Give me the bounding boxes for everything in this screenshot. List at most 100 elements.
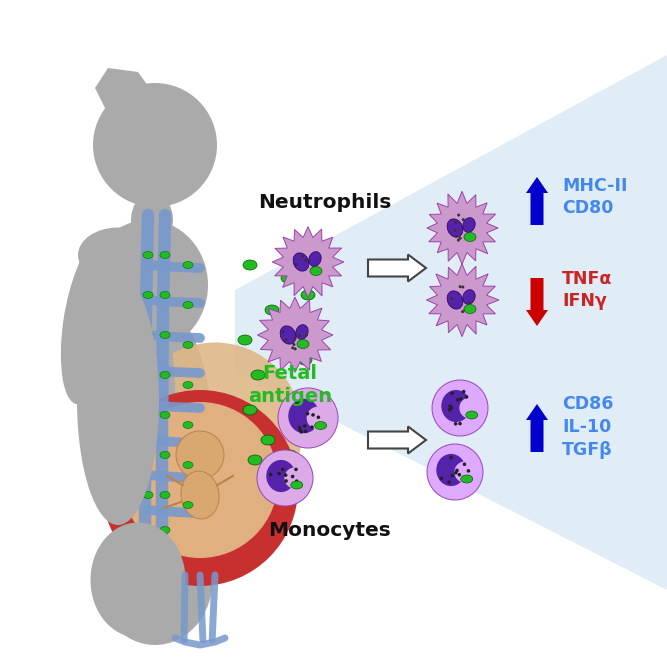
- Circle shape: [448, 408, 452, 412]
- Ellipse shape: [251, 370, 265, 380]
- Circle shape: [312, 266, 315, 269]
- Circle shape: [298, 428, 302, 432]
- Circle shape: [427, 444, 483, 500]
- Circle shape: [450, 406, 454, 410]
- Ellipse shape: [281, 273, 295, 283]
- Circle shape: [450, 392, 454, 395]
- Circle shape: [278, 388, 338, 448]
- Ellipse shape: [181, 471, 219, 519]
- Polygon shape: [95, 68, 162, 118]
- Ellipse shape: [160, 412, 170, 418]
- Ellipse shape: [143, 291, 153, 299]
- Circle shape: [311, 413, 315, 417]
- Ellipse shape: [464, 233, 476, 241]
- Ellipse shape: [310, 267, 322, 275]
- Circle shape: [454, 221, 457, 223]
- Ellipse shape: [183, 462, 193, 468]
- FancyArrow shape: [526, 278, 548, 326]
- Ellipse shape: [160, 526, 170, 534]
- Ellipse shape: [309, 251, 321, 266]
- Ellipse shape: [303, 420, 317, 430]
- Text: MHC-II
CD80: MHC-II CD80: [562, 177, 628, 217]
- Ellipse shape: [91, 522, 185, 638]
- Ellipse shape: [293, 253, 309, 271]
- Ellipse shape: [183, 422, 193, 428]
- Polygon shape: [427, 191, 498, 264]
- Circle shape: [463, 462, 466, 466]
- Circle shape: [303, 424, 306, 428]
- Ellipse shape: [160, 291, 170, 299]
- Circle shape: [461, 310, 464, 313]
- Circle shape: [299, 430, 303, 434]
- Circle shape: [317, 416, 320, 419]
- Ellipse shape: [143, 331, 153, 338]
- Text: Monocytes: Monocytes: [269, 520, 392, 540]
- Circle shape: [455, 235, 458, 237]
- Circle shape: [457, 239, 460, 241]
- Circle shape: [447, 480, 451, 484]
- Circle shape: [307, 407, 329, 430]
- Circle shape: [176, 431, 224, 479]
- Circle shape: [459, 397, 463, 401]
- Ellipse shape: [160, 492, 170, 498]
- Ellipse shape: [291, 481, 303, 489]
- Circle shape: [291, 346, 294, 350]
- Circle shape: [293, 337, 297, 340]
- Ellipse shape: [77, 275, 159, 525]
- Circle shape: [462, 218, 465, 221]
- Ellipse shape: [97, 515, 213, 645]
- Circle shape: [305, 334, 307, 337]
- Ellipse shape: [301, 290, 315, 300]
- Ellipse shape: [183, 342, 193, 348]
- Circle shape: [462, 285, 464, 289]
- Ellipse shape: [461, 475, 473, 483]
- Ellipse shape: [160, 372, 170, 378]
- Circle shape: [293, 348, 297, 350]
- Ellipse shape: [160, 331, 170, 338]
- Ellipse shape: [143, 452, 153, 458]
- Circle shape: [450, 456, 453, 460]
- Circle shape: [291, 475, 294, 478]
- Circle shape: [454, 471, 458, 475]
- Circle shape: [465, 395, 468, 399]
- Circle shape: [281, 330, 285, 334]
- Ellipse shape: [78, 227, 158, 283]
- Ellipse shape: [183, 261, 193, 269]
- Ellipse shape: [243, 405, 257, 415]
- Circle shape: [297, 426, 301, 430]
- Ellipse shape: [183, 382, 193, 388]
- Ellipse shape: [61, 245, 115, 404]
- FancyArrow shape: [368, 255, 426, 281]
- Ellipse shape: [463, 217, 475, 232]
- Ellipse shape: [315, 422, 327, 430]
- Polygon shape: [257, 297, 333, 372]
- Circle shape: [457, 213, 460, 217]
- Ellipse shape: [243, 260, 257, 270]
- Ellipse shape: [442, 390, 471, 422]
- Ellipse shape: [183, 502, 193, 508]
- Text: CD86
IL-10
TGFβ: CD86 IL-10 TGFβ: [562, 395, 614, 459]
- Ellipse shape: [295, 325, 308, 340]
- Ellipse shape: [143, 251, 153, 259]
- Ellipse shape: [288, 399, 319, 434]
- Ellipse shape: [131, 193, 173, 247]
- Ellipse shape: [463, 289, 475, 304]
- Ellipse shape: [238, 335, 252, 345]
- Ellipse shape: [466, 411, 478, 419]
- Circle shape: [269, 473, 273, 476]
- Circle shape: [294, 468, 297, 471]
- Circle shape: [310, 426, 313, 429]
- Circle shape: [295, 480, 298, 483]
- Ellipse shape: [85, 280, 175, 500]
- Circle shape: [468, 301, 470, 304]
- Ellipse shape: [143, 412, 153, 418]
- Ellipse shape: [298, 355, 312, 365]
- Circle shape: [440, 477, 444, 480]
- Circle shape: [451, 474, 454, 478]
- Text: Neutrophils: Neutrophils: [258, 193, 392, 211]
- Circle shape: [292, 343, 295, 346]
- Ellipse shape: [447, 219, 463, 237]
- Circle shape: [458, 473, 461, 476]
- Ellipse shape: [436, 454, 466, 486]
- Circle shape: [464, 308, 466, 311]
